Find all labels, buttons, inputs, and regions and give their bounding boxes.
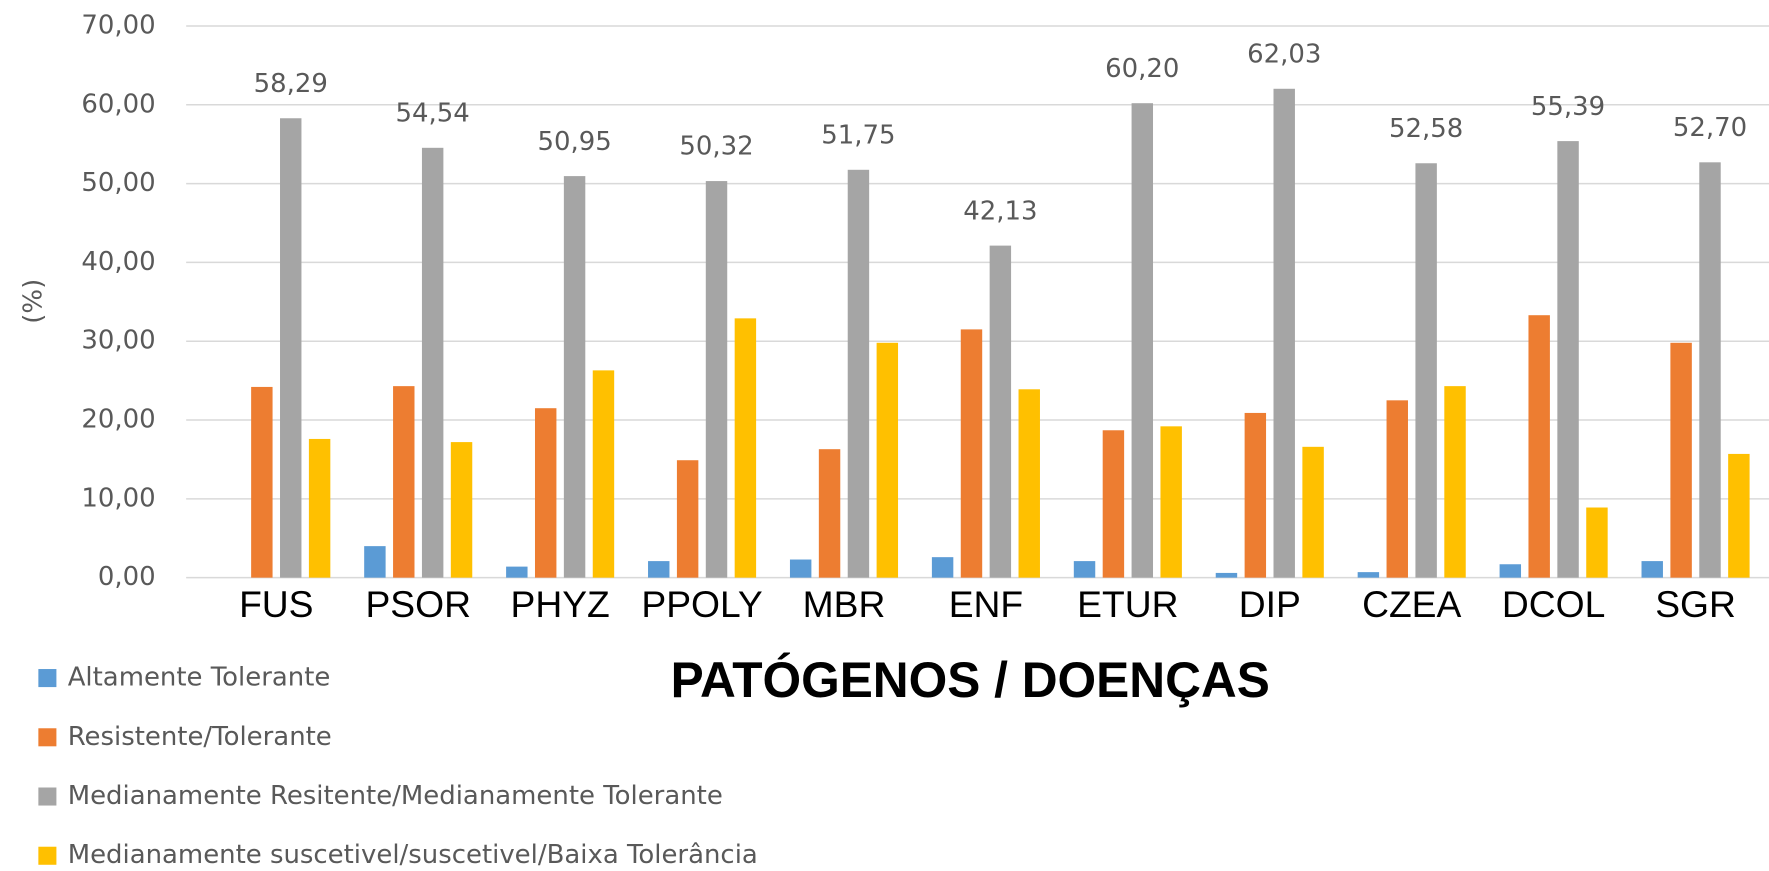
bar: [1102, 430, 1125, 578]
bar: [421, 147, 444, 578]
bar: [1499, 564, 1522, 578]
y-tick-label: 50,00: [81, 168, 155, 198]
bar: [931, 557, 954, 578]
bar: [1386, 400, 1408, 578]
bar: [280, 118, 302, 578]
bar: [1728, 453, 1750, 578]
legend-label: Altamente Tolerante: [68, 663, 331, 693]
bar: [1215, 572, 1238, 578]
bar: [1641, 561, 1663, 578]
bar: [506, 566, 528, 578]
value-label: 50,32: [679, 132, 753, 162]
bar: [1586, 507, 1608, 578]
legend-label: Medianamente suscetivel/suscetivel/Baixa…: [68, 840, 758, 870]
x-tick-label: SGR: [1655, 583, 1736, 625]
bar: [308, 438, 331, 578]
bar: [789, 559, 812, 578]
y-tick-label: 10,00: [81, 483, 155, 513]
y-tick-label: 70,00: [81, 10, 155, 40]
bar: [563, 176, 586, 578]
bar: [734, 318, 757, 578]
bar: [364, 546, 386, 578]
legend-swatch: [38, 669, 57, 688]
x-tick-label: DIP: [1239, 583, 1301, 625]
value-label: 62,03: [1247, 39, 1321, 69]
value-label: 60,20: [1105, 54, 1179, 84]
value-label: 55,39: [1531, 92, 1605, 122]
bar: [705, 181, 728, 578]
value-label: 54,54: [396, 98, 470, 128]
x-tick-label: FUS: [239, 583, 313, 625]
bar: [450, 442, 473, 578]
bar: [1160, 426, 1182, 578]
value-label: 50,95: [537, 127, 611, 157]
legend-swatch: [38, 728, 57, 747]
bar: [676, 460, 699, 578]
value-label: 42,13: [963, 196, 1037, 226]
bar: [1699, 162, 1721, 578]
bar: [1444, 386, 1466, 578]
legend-swatch: [38, 846, 57, 865]
y-tick-label: 0,00: [98, 562, 156, 592]
value-label: 52,70: [1673, 113, 1747, 143]
bar: [1670, 342, 1692, 578]
bar: [1131, 103, 1154, 578]
x-tick-label: PSOR: [365, 583, 470, 625]
bar: [818, 449, 841, 578]
bar: [1018, 389, 1040, 578]
legend-label: Resistente/Tolerante: [68, 722, 332, 752]
bar: [534, 408, 557, 578]
value-label: 52,58: [1389, 114, 1463, 144]
x-tick-label: ETUR: [1077, 583, 1178, 625]
bar: [1557, 141, 1579, 578]
bar: [989, 245, 1012, 578]
value-label: 58,29: [254, 69, 328, 99]
bar: [1357, 572, 1380, 578]
y-tick-label: 30,00: [81, 326, 155, 356]
x-tick-label: PPOLY: [641, 583, 762, 625]
x-tick-label: CZEA: [1362, 583, 1461, 625]
x-tick-label: DCOL: [1502, 583, 1605, 625]
bar: [1302, 446, 1324, 578]
x-tick-label: ENF: [949, 583, 1023, 625]
bar: [1273, 88, 1295, 578]
y-tick-label: 20,00: [81, 405, 155, 435]
bar: [847, 169, 870, 578]
x-axis-title: PATÓGENOS / DOENÇAS: [671, 652, 1270, 708]
bar: [1415, 163, 1437, 578]
x-tick-label: PHYZ: [511, 583, 610, 625]
y-axis-title: (%): [18, 279, 48, 324]
y-tick-label: 40,00: [81, 247, 155, 277]
bar: [876, 342, 899, 578]
legend-swatch: [38, 787, 57, 806]
legend-label: Medianamente Resitente/Medianamente Tole…: [68, 781, 723, 811]
bar: [592, 370, 615, 578]
bar: [1073, 561, 1096, 578]
bar: [251, 386, 273, 578]
bar: [393, 386, 415, 578]
x-tick-label: MBR: [803, 583, 886, 625]
bar: [960, 329, 983, 578]
bar: [1244, 412, 1267, 578]
value-label: 51,75: [821, 120, 895, 150]
bar: [648, 561, 670, 578]
bar: [1528, 315, 1550, 578]
y-tick-label: 60,00: [81, 89, 155, 119]
